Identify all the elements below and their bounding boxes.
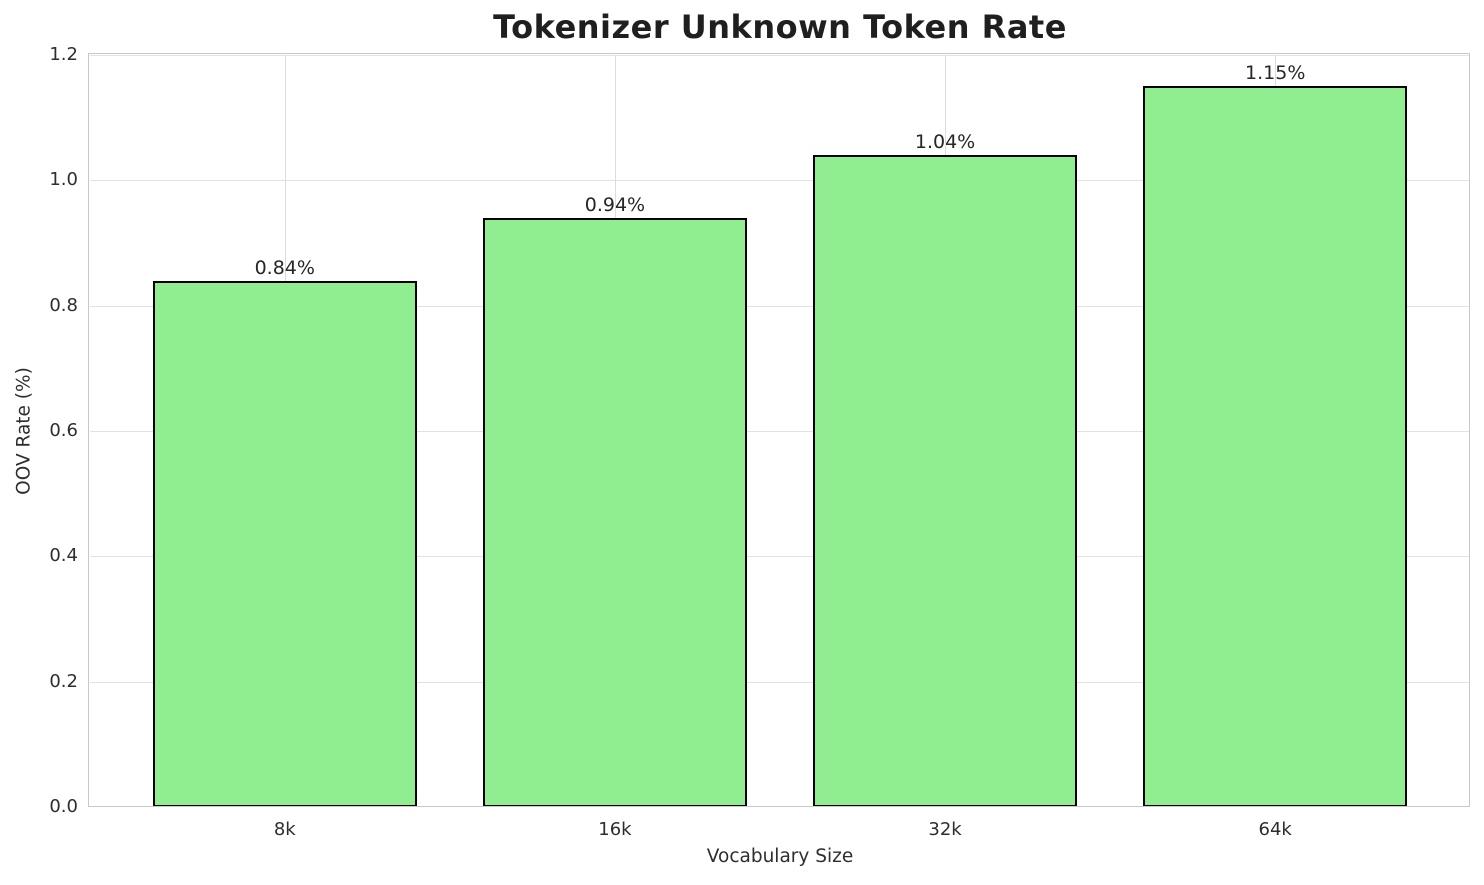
- x-tick-label-32k: 32k: [928, 819, 962, 840]
- x-tick-label-64k: 64k: [1258, 819, 1292, 840]
- plot-area: [90, 55, 1470, 807]
- bar-16k: [482, 217, 747, 807]
- bar-64k: [1143, 86, 1408, 807]
- gridline-y-0.2: [90, 681, 1470, 683]
- bar-8k: [152, 280, 417, 807]
- gridline-y-1.0: [90, 180, 1470, 182]
- y-tick-label-0.2: 0.2: [49, 670, 78, 692]
- chart-title: Tokenizer Unknown Token Rate: [493, 8, 1067, 46]
- y-tick-label-1.2: 1.2: [49, 44, 78, 65]
- gridline-y-1.2: [90, 55, 1470, 56]
- x-tick-label-8k: 8k: [273, 819, 296, 840]
- bar-value-label-8k: 0.84%: [254, 256, 315, 279]
- y-tick-label-1.0: 1.0: [49, 169, 78, 191]
- bar-value-label-16k: 0.94%: [584, 193, 646, 216]
- y-axis-label: OOV Rate (%): [13, 367, 35, 495]
- y-tick-label-0.8: 0.8: [49, 294, 78, 316]
- y-tick-label-0.6: 0.6: [49, 420, 78, 441]
- y-tick-label-0.0: 0.0: [49, 796, 78, 817]
- y-tick-label-0.4: 0.4: [49, 545, 78, 567]
- gridline-y-0.8: [90, 305, 1470, 307]
- bar-value-label-32k: 1.04%: [914, 131, 976, 154]
- gridline-y-0.6: [90, 431, 1470, 432]
- bar-value-label-64k: 1.15%: [1245, 62, 1306, 85]
- x-tick-label-16k: 16k: [598, 819, 632, 840]
- x-axis-label: Vocabulary Size: [706, 846, 854, 867]
- bar-32k: [813, 155, 1078, 807]
- gridline-y-0.4: [90, 556, 1470, 558]
